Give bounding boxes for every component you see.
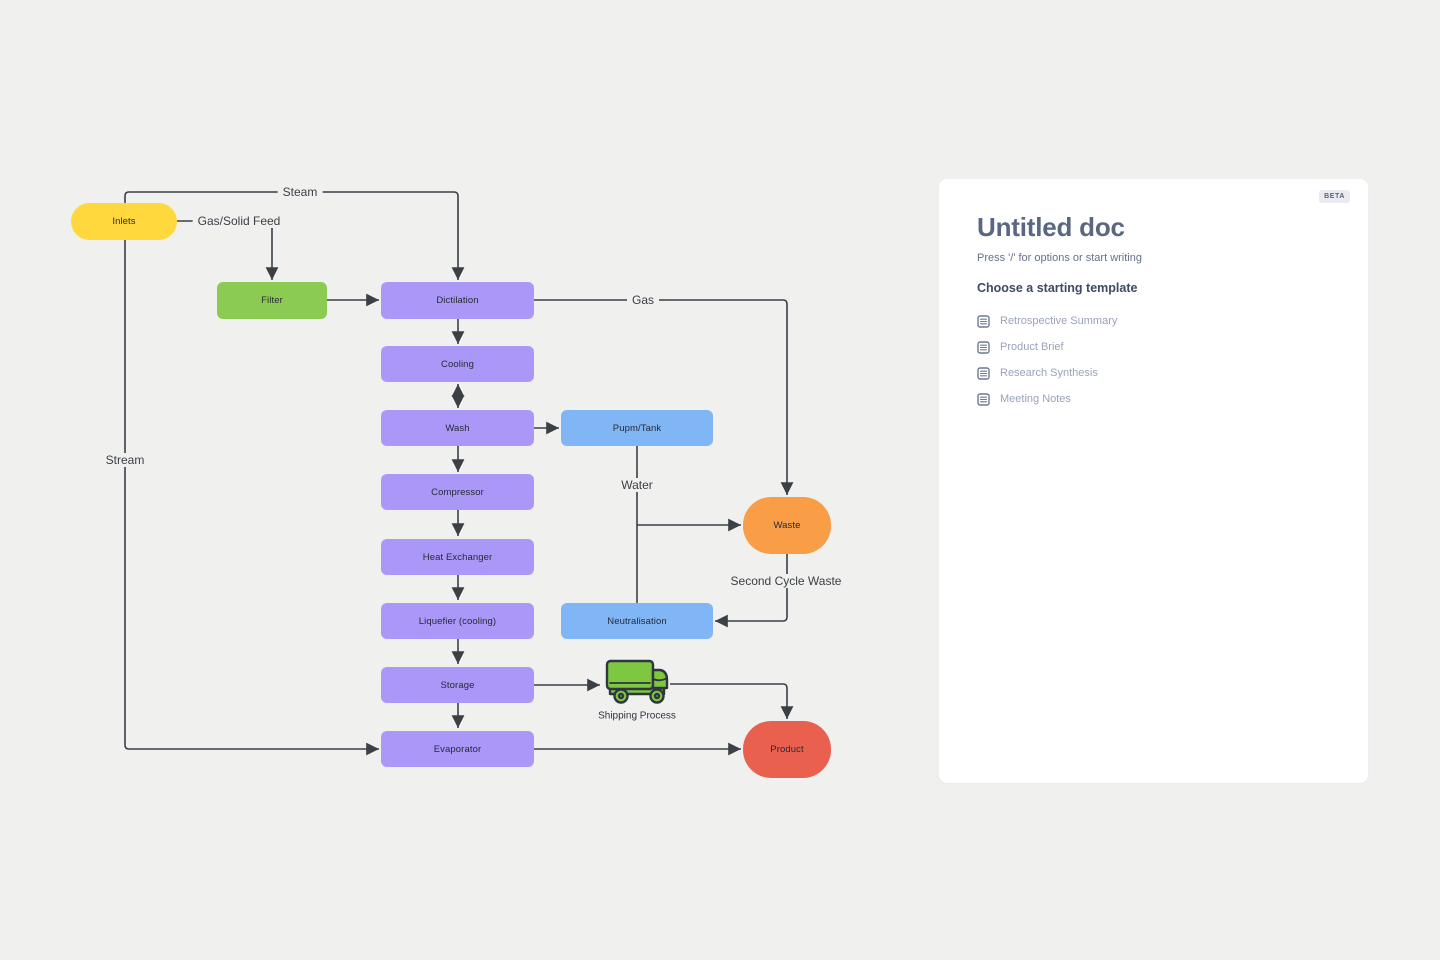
node-storage[interactable]: Storage xyxy=(381,667,534,703)
template-label: Retrospective Summary xyxy=(1000,315,1118,327)
node-inlets[interactable]: Inlets xyxy=(71,203,177,240)
node-filter[interactable]: Filter xyxy=(217,282,327,319)
template-item-product-brief[interactable]: Product Brief xyxy=(977,334,1330,360)
template-label: Product Brief xyxy=(1000,341,1064,353)
node-neutralisation[interactable]: Neutralisation xyxy=(561,603,713,639)
template-label: Research Synthesis xyxy=(1000,367,1098,379)
node-compressor[interactable]: Compressor xyxy=(381,474,534,510)
edge-label-steam: Steam xyxy=(277,185,323,199)
template-item-retrospective-summary[interactable]: Retrospective Summary xyxy=(977,308,1330,334)
doc-title[interactable]: Untitled doc xyxy=(977,212,1125,242)
template-item-meeting-notes[interactable]: Meeting Notes xyxy=(977,386,1330,412)
document-icon xyxy=(977,340,990,354)
doc-editor-placeholder[interactable]: Press '/' for options or start writing xyxy=(977,252,1142,264)
document-icon xyxy=(977,366,990,380)
beta-badge: BETA xyxy=(1319,190,1350,203)
doc-panel: BETA Untitled doc Press '/' for options … xyxy=(939,179,1368,783)
edge-label-shipping-process: Shipping Process xyxy=(598,710,676,722)
node-waste[interactable]: Waste xyxy=(743,497,831,554)
document-icon xyxy=(977,314,990,328)
templates-heading: Choose a starting template xyxy=(977,281,1138,295)
edge-label-stream: Stream xyxy=(100,453,150,467)
node-heat-exchanger[interactable]: Heat Exchanger xyxy=(381,539,534,575)
template-item-research-synthesis[interactable]: Research Synthesis xyxy=(977,360,1330,386)
node-liquefier[interactable]: Liquefier (cooling) xyxy=(381,603,534,639)
document-icon xyxy=(977,392,990,406)
template-label: Meeting Notes xyxy=(1000,393,1071,405)
edge-label-gas: Gas xyxy=(626,293,660,307)
node-cooling[interactable]: Cooling xyxy=(381,346,534,382)
edge-label-water: Water xyxy=(616,478,658,492)
node-evaporator[interactable]: Evaporator xyxy=(381,731,534,767)
node-product[interactable]: Product xyxy=(743,721,831,778)
template-list: Retrospective Summary Product Brief Rese… xyxy=(977,308,1330,412)
node-dictilation[interactable]: Dictilation xyxy=(381,282,534,319)
truck-icon[interactable] xyxy=(602,658,672,710)
edge-label-second-cycle-waste: Second Cycle Waste xyxy=(727,574,845,588)
edge-label-gas-solid-feed: Gas/Solid Feed xyxy=(192,214,286,228)
node-wash[interactable]: Wash xyxy=(381,410,534,446)
node-pump-tank[interactable]: Pupm/Tank xyxy=(561,410,713,446)
